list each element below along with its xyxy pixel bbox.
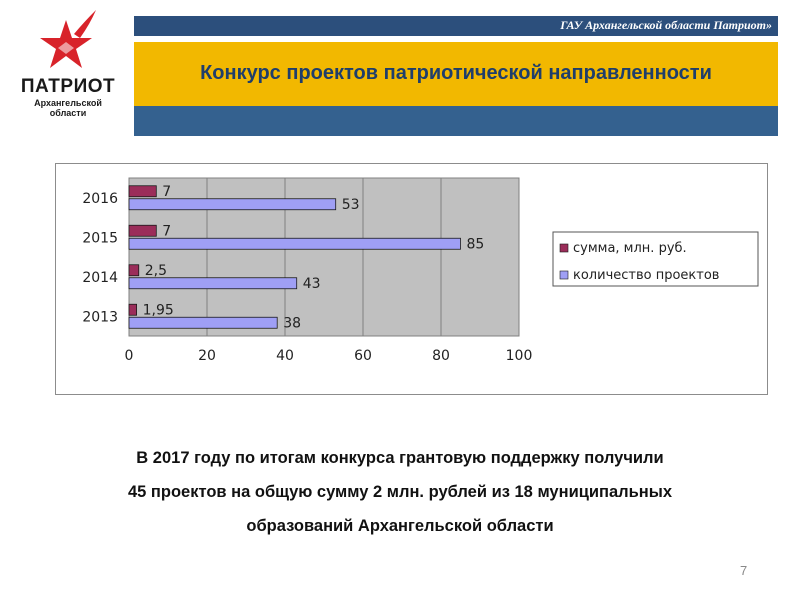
x-tick-label: 40 <box>276 348 294 364</box>
logo-subtitle-line2: области <box>49 108 87 118</box>
legend-label: сумма, млн. руб. <box>573 241 687 256</box>
data-label: 7 <box>162 223 171 239</box>
legend-box <box>552 231 759 287</box>
y-category-label: 2016 <box>82 191 118 207</box>
bar <box>128 237 461 250</box>
summary-line-2: 45 проектов на общую сумму 2 млн. рублей… <box>127 483 673 501</box>
data-label: 1,95 <box>143 302 174 318</box>
x-tick-label: 60 <box>354 348 372 364</box>
logo-subtitle: Архангельской области <box>18 98 118 118</box>
x-tick-label: 20 <box>198 348 216 364</box>
legend-label: количество проектов <box>573 268 719 283</box>
y-category-label: 2013 <box>82 309 118 325</box>
red-star-icon <box>40 10 96 68</box>
bar <box>128 264 140 277</box>
data-label: 38 <box>283 315 301 331</box>
chart-frame: 0 20 40 60 80 100 2016 7 53 2015 7 85 2014 2,5 43 2013 1… <box>55 163 768 395</box>
org-header-bar: ГАУ Архангельской области Патриот» <box>134 16 778 36</box>
page-number: 7 <box>740 563 748 578</box>
legend-swatch <box>559 270 569 280</box>
summary-text: В 2017 году по итогам конкурса грантовую… <box>60 441 740 543</box>
logo-subtitle-line1: Архангельской <box>34 98 102 108</box>
logo: ПАТРИОТ Архангельской области <box>18 8 118 118</box>
slide-title: Конкурс проектов патриотической направле… <box>200 62 712 84</box>
bar-chart: 0 20 40 60 80 100 2016 7 53 2015 7 85 2014 2,5 43 2013 1… <box>82 177 759 364</box>
bar <box>128 224 157 237</box>
bar <box>128 277 298 290</box>
data-label: 85 <box>467 236 485 252</box>
title-band: Конкурс проектов патриотической направле… <box>134 42 778 106</box>
decorative-band <box>134 106 778 136</box>
org-name: ГАУ Архангельской области Патриот» <box>560 18 772 32</box>
data-label: 7 <box>162 184 171 200</box>
bar <box>128 185 157 198</box>
x-tick-label: 80 <box>432 348 450 364</box>
bar <box>128 316 278 329</box>
bar <box>128 198 337 211</box>
bar <box>128 303 138 316</box>
data-label: 43 <box>303 276 321 292</box>
x-tick-label: 100 <box>506 348 533 364</box>
x-tick-label: 0 <box>125 348 134 364</box>
data-label: 2,5 <box>145 263 167 279</box>
y-category-label: 2014 <box>82 270 118 286</box>
data-label: 53 <box>342 197 360 213</box>
summary-line-3: образований Архангельской области <box>246 517 554 535</box>
summary-line-1: В 2017 году по итогам конкурса грантовую… <box>136 449 664 467</box>
legend-swatch <box>559 243 569 253</box>
logo-name: ПАТРИОТ <box>20 76 116 97</box>
y-category-label: 2015 <box>82 230 118 246</box>
